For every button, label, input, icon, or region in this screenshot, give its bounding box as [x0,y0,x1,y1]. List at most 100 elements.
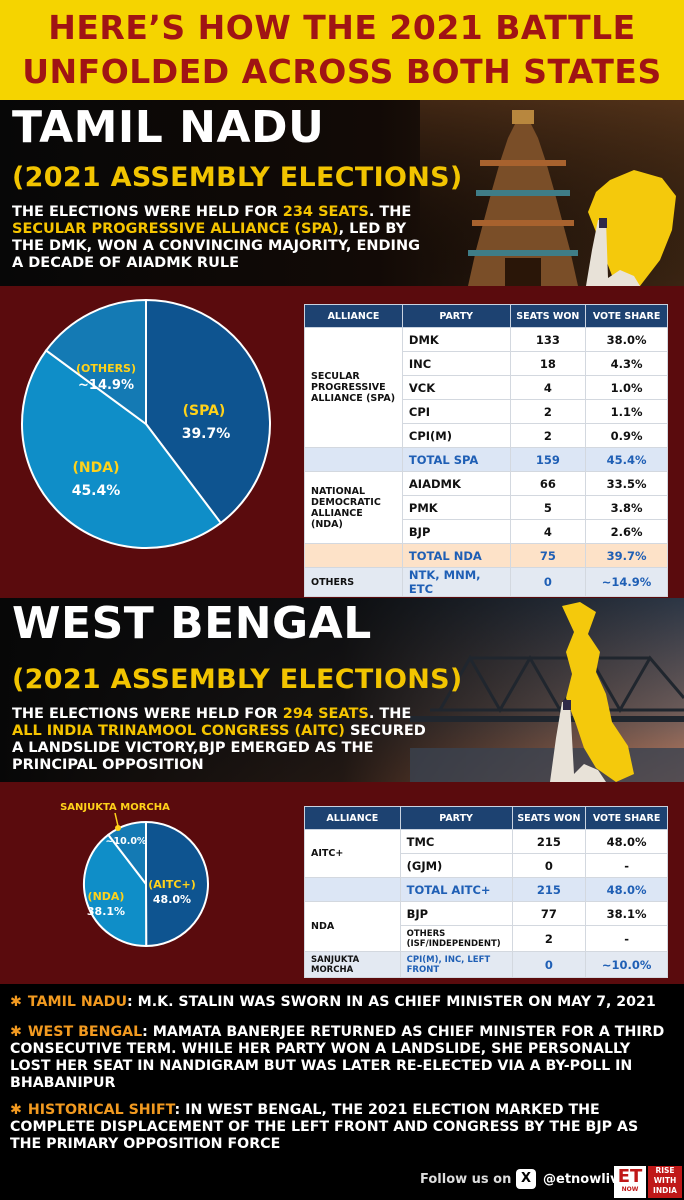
wb-pie-slice-2 [106,820,147,887]
footer: Follow us on X @etnowlive [0,1160,684,1200]
party-cell: TMC [399,829,513,854]
share-cell: 33.5% [585,471,668,496]
tamil-nadu-temple-image [0,100,684,286]
seats-cell: 215 [511,829,587,854]
table-row: (GJM) 0 - [305,853,668,878]
seats-cell: 4 [509,519,587,544]
header-seats: SEATS WON [509,304,587,328]
wb-pie-slice-1 [83,833,148,948]
table-row: VCK 4 1.0% [305,375,668,400]
share-cell: 45.4% [585,447,668,472]
table-row: CPI 2 1.1% [305,399,668,424]
table-row: SECULAR PROGRESSIVE ALLIANCE (SPA) DMK 1… [304,327,668,448]
seats-cell: 18 [509,351,587,376]
seats-cell: 215 [511,877,587,902]
note-west-bengal: ✱ WEST BENGAL: MAMATA BANERJEE RETURNED A… [10,1024,665,1091]
share-cell: ~14.9% [585,567,668,597]
tamil-nadu-results-table: ALLIANCE PARTY SEATS WON VOTE SHARE SECU… [304,304,668,597]
party-cell: OTHERS (ISF/INDEPENDENT) [399,925,513,952]
party-cell: TOTAL SPA [401,447,511,472]
table-row: PMK 5 3.8% [305,495,668,520]
wb-pie-slice-0 [145,820,210,948]
seats-cell: 4 [509,375,587,400]
tamil-nadu-banner: TAMIL NADU (2021 ASSEMBLY ELECTIONS) THE… [0,100,684,286]
party-cell: CPI [401,399,511,424]
wb-pie-value-others: ~10.0% [106,836,147,847]
seats-cell: 75 [509,543,587,568]
table-row: SANJUKTA MORCHA CPI(M), INC, LEFT FRONT … [304,951,668,978]
x-logo-icon[interactable]: X [516,1169,536,1189]
table-total-row: TOTAL AITC+ 215 48.0% [304,877,668,902]
follow-us-text: Follow us on [420,1172,512,1187]
share-cell: - [585,853,668,878]
table-row: OTHERS (ISF/INDEPENDENT) 2 - [305,925,668,952]
tn-pie-label-others: (OTHERS) [76,362,136,375]
callout-dot [115,825,121,831]
table-row: OTHERS NTK, MNM, ETC 0 ~14.9% [304,567,668,597]
wb-pie-label-nda: (NDA) [88,890,125,903]
header-seats: SEATS WON [511,806,587,830]
tamil-nadu-data-panel: (SPA) 39.7% (NDA) 45.4% (OTHERS) ~14.9% … [0,286,684,598]
header-alliance: ALLIANCE [304,304,403,328]
party-cell: NTK, MNM, ETC [401,567,511,597]
wb-pie-value-nda: 38.1% [87,905,125,918]
party-cell: AIADMK [401,471,511,496]
share-cell: 38.1% [585,901,668,926]
party-cell: PMK [401,495,511,520]
tn-pie-slice-2 [44,298,147,426]
share-cell: 2.6% [585,519,668,544]
west-bengal-pie-chart: SANJUKTA MORCHA (AITC+) 48.0% (NDA) 38.1… [60,802,210,948]
west-bengal-results-table: ALLIANCE PARTY SEATS WON VOTE SHARE AITC… [304,806,668,978]
seats-cell: 159 [509,447,587,472]
star-icon: ✱ [10,1024,22,1040]
tn-pie-label-nda: (NDA) [73,460,120,476]
seats-cell: 0 [511,951,587,978]
party-cell: TOTAL AITC+ [399,877,513,902]
tamil-nadu-title: TAMIL NADU [12,102,325,153]
note-historical-shift: ✱ HISTORICAL SHIFT: IN WEST BENGAL, THE 2… [10,1102,639,1152]
tn-pie-slice-0 [145,298,271,525]
west-bengal-data-panel: SANJUKTA MORCHA (AITC+) 48.0% (NDA) 38.1… [0,782,684,984]
header-alliance: ALLIANCE [304,806,401,830]
party-cell: BJP [401,519,511,544]
share-cell: 1.0% [585,375,668,400]
tn-pie-slice-1 [21,349,223,549]
west-bengal-title: WEST BENGAL [12,598,372,649]
seats-cell: 0 [509,567,587,597]
wb-pie-value-aitc: 48.0% [153,893,191,906]
tamil-nadu-description: THE ELECTIONS WERE HELD FOR 234 SEATS. T… [12,204,420,271]
seats-cell: 77 [511,901,587,926]
party-cell: INC [401,351,511,376]
share-cell: 38.0% [585,327,668,352]
header-line-1: HERE’S HOW THE 2021 BATTLE [48,8,636,47]
share-cell: - [585,925,668,952]
header-line-2: UNFOLDED ACROSS BOTH STATES [22,52,662,91]
alliance-spa: SECULAR PROGRESSIVE ALLIANCE (SPA) [304,327,403,448]
callout-line [114,812,119,827]
tn-pie-value-others: ~14.9% [78,378,134,393]
tamil-nadu-subtitle: (2021 ASSEMBLY ELECTIONS) [12,162,463,193]
tn-pie-label-spa: (SPA) [183,403,226,419]
tamil-nadu-pie-chart: (SPA) 39.7% (NDA) 45.4% (OTHERS) ~14.9% [21,298,271,549]
social-handle-link[interactable]: @etnowlive [543,1172,628,1187]
key-facts: ✱ TAMIL NADU: M.K. STALIN WAS SWORN IN AS… [0,984,684,1160]
header-party: PARTY [401,304,511,328]
table-row: BJP 4 2.6% [305,519,668,544]
share-cell: 1.1% [585,399,668,424]
party-cell: CPI(M), INC, LEFT FRONT [399,951,513,978]
west-bengal-bridge-image [0,598,684,782]
empty-cell [304,447,403,472]
note-tamil-nadu: ✱ TAMIL NADU: M.K. STALIN WAS SWORN IN AS… [10,994,656,1010]
tn-pie-value-spa: 39.7% [182,426,231,442]
empty-cell [304,543,403,568]
party-cell: TOTAL NDA [401,543,511,568]
logo-et-text: ET [617,1166,643,1187]
alliance-aitc: AITC+ [304,829,401,878]
empty-cell [304,877,401,902]
table-row: NATIONAL DEMOCRATIC ALLIANCE (NDA) AIADM… [304,471,668,544]
star-icon: ✱ [10,1102,22,1118]
table-header-row: ALLIANCE PARTY SEATS WON VOTE SHARE [304,304,668,328]
wb-pie-label-aitc: (AITC+) [148,878,195,891]
party-cell: DMK [401,327,511,352]
alliance-others: OTHERS [304,567,403,597]
